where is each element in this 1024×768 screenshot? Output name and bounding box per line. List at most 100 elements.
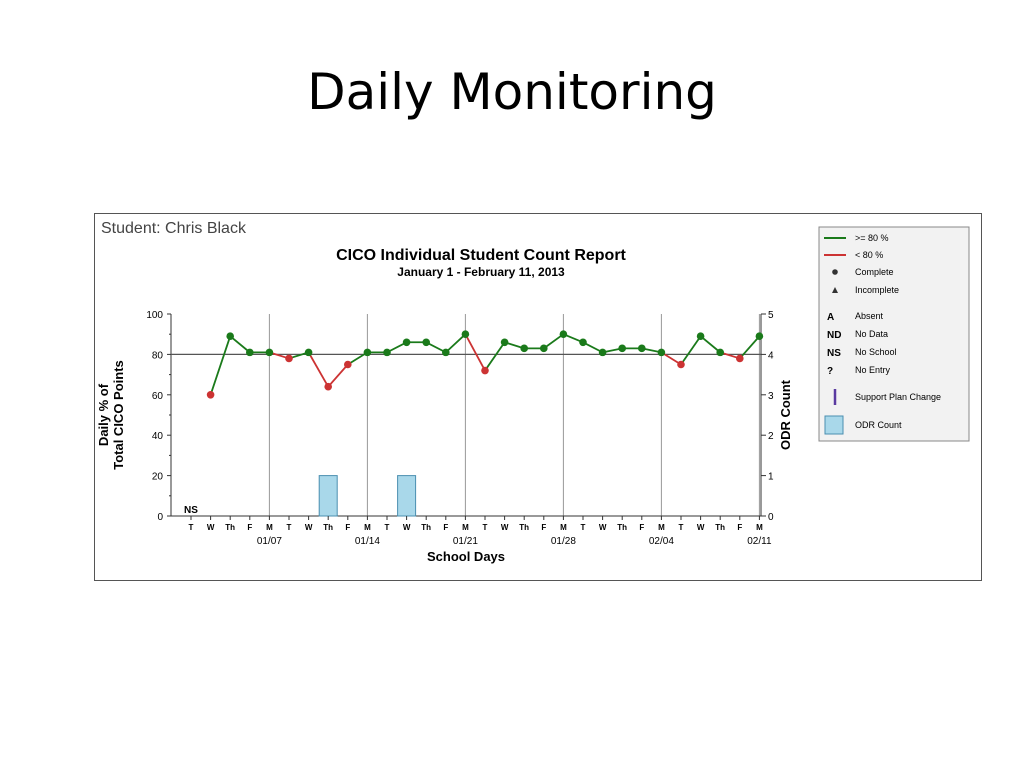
data-line-segment: [229, 335, 251, 354]
data-point: [461, 330, 470, 338]
x-tick-day-label: M: [266, 523, 273, 532]
x-tick-day-label: M: [462, 523, 469, 532]
data-line-segment: [464, 333, 486, 371]
data-line-segment: [680, 335, 702, 366]
y-tick-label-right: 4: [768, 350, 774, 361]
x-tick-day-label: Th: [225, 523, 235, 532]
data-point: [304, 348, 313, 357]
x-tick-day-label: F: [541, 523, 546, 532]
y-tick-label-left: 100: [146, 310, 163, 321]
data-point: [716, 348, 724, 357]
data-line-segment: [484, 341, 506, 372]
chart-subtitle: January 1 - February 11, 2013: [397, 265, 565, 279]
data-point: [540, 344, 548, 353]
x-tick-day-label: M: [658, 523, 665, 532]
data-point: [344, 360, 352, 369]
data-line-segment: [543, 333, 564, 350]
x-date-label: 02/11: [747, 536, 772, 547]
x-date-label: 02/04: [649, 536, 674, 547]
legend-label: >= 80 %: [855, 233, 889, 243]
data-point: [285, 354, 293, 363]
x-tick-day-label: W: [697, 523, 705, 532]
data-line-segment: [209, 335, 232, 396]
legend-code: A: [827, 312, 834, 323]
data-point: [363, 348, 372, 357]
x-tick-day-label: M: [756, 523, 763, 532]
x-tick-day-label: F: [247, 523, 252, 532]
data-point: [422, 338, 431, 347]
y-tick-label-right: 0: [768, 512, 774, 523]
legend-label: No School: [855, 347, 897, 357]
data-line-segment: [327, 363, 349, 388]
x-tick-day-label: F: [737, 523, 742, 532]
x-tick-day-label: Th: [421, 523, 431, 532]
data-line-segment: [660, 351, 682, 366]
x-tick-day-label: W: [207, 523, 215, 532]
legend-code: ?: [827, 366, 833, 377]
legend-box: [818, 226, 970, 442]
x-axis-title: School Days: [427, 549, 505, 564]
x-tick-day-label: F: [345, 523, 350, 532]
x-tick-day-label: F: [443, 523, 448, 532]
odr-bar: [397, 475, 417, 517]
data-point: [246, 348, 254, 357]
y-axis-title-right: ODR Count: [778, 379, 793, 450]
data-point: [559, 330, 568, 338]
data-point: [579, 338, 587, 347]
legend-label: Complete: [855, 267, 894, 277]
x-tick-day-label: W: [305, 523, 313, 532]
y-tick-label-right: 2: [768, 431, 774, 442]
legend-code: ND: [827, 330, 841, 341]
data-line-segment: [739, 335, 761, 360]
data-point: [618, 344, 626, 353]
legend-incomplete-marker: [832, 287, 838, 293]
data-point: [481, 366, 489, 375]
y-tick-label-left: 80: [152, 350, 164, 361]
data-point: [383, 348, 391, 357]
data-point: [206, 391, 215, 399]
data-point: [442, 348, 450, 357]
data-point: [520, 344, 528, 353]
data-point: [500, 338, 509, 347]
odr-bar: [318, 475, 338, 517]
annotation-label: NS: [184, 505, 198, 516]
data-point: [598, 348, 607, 357]
x-tick-day-label: Th: [715, 523, 725, 532]
x-tick-day-label: W: [501, 523, 509, 532]
chart-frame: Student: Chris Black CICO Individual Stu…: [94, 213, 982, 581]
y-tick-label-right: 1: [768, 472, 774, 483]
y-tick-label-left: 20: [152, 472, 164, 483]
data-point: [638, 344, 646, 353]
y-tick-label-right: 5: [768, 310, 774, 321]
x-tick-day-label: M: [364, 523, 371, 532]
x-date-label: 01/14: [355, 536, 380, 547]
y-tick-label-left: 0: [157, 512, 163, 523]
x-date-label: 01/07: [257, 536, 282, 547]
legend-label: ODR Count: [855, 420, 902, 430]
x-date-label: 01/28: [551, 536, 576, 547]
x-tick-day-label: T: [385, 523, 390, 532]
x-tick-day-label: M: [560, 523, 567, 532]
legend-label: < 80 %: [855, 250, 883, 260]
legend-label: No Data: [855, 329, 888, 339]
data-point: [324, 382, 332, 391]
x-tick-day-label: F: [639, 523, 644, 532]
data-line-segment: [307, 351, 329, 388]
data-line-segment: [347, 351, 368, 366]
legend-label: Support Plan Change: [855, 392, 941, 402]
data-point: [736, 354, 744, 363]
x-tick-day-label: T: [287, 523, 292, 532]
x-tick-day-label: Th: [323, 523, 333, 532]
chart-title: CICO Individual Student Count Report: [336, 247, 626, 264]
x-date-label: 01/21: [453, 536, 478, 547]
legend-label: Absent: [855, 311, 884, 321]
legend-code: NS: [827, 348, 841, 359]
x-tick-day-label: T: [483, 523, 488, 532]
x-tick-day-label: W: [403, 523, 411, 532]
y-tick-label-left: 60: [152, 391, 164, 402]
data-point: [657, 348, 666, 357]
x-tick-day-label: T: [189, 523, 194, 532]
legend-label: No Entry: [855, 365, 891, 375]
x-tick-day-label: W: [599, 523, 607, 532]
legend-label: Incomplete: [855, 285, 899, 295]
